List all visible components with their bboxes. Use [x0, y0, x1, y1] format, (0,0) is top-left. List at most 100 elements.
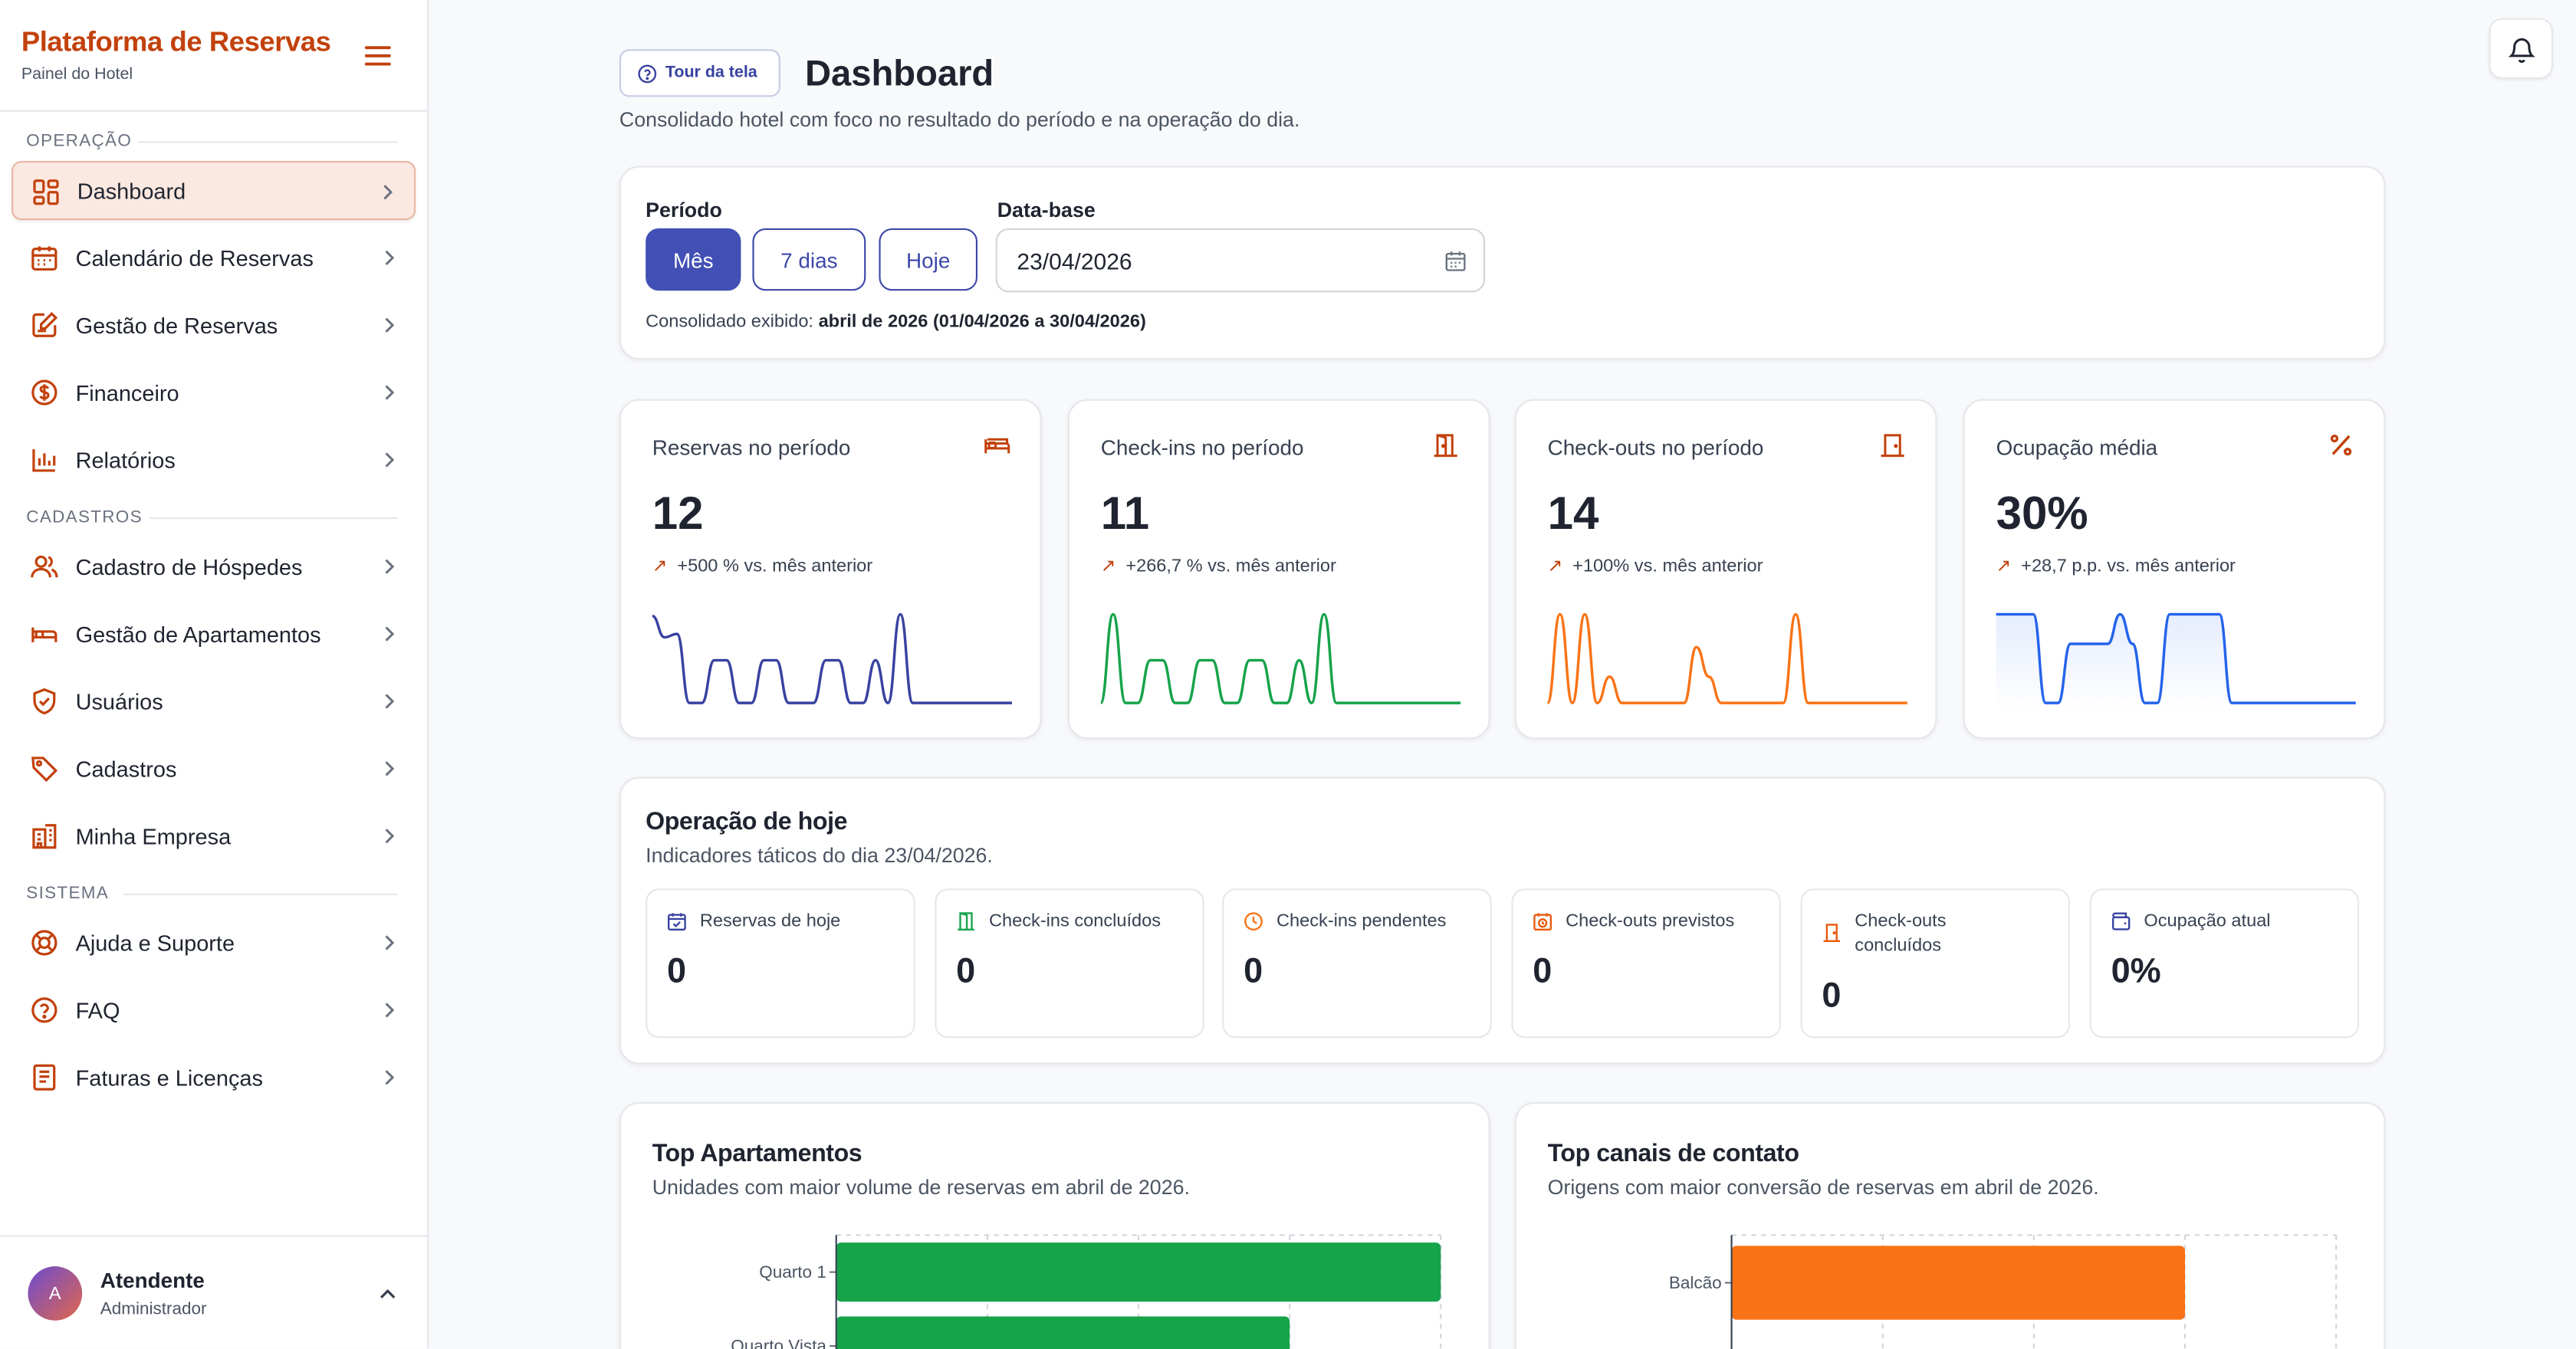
kpi-trend: ↗ +266,7 % vs. mês anterior	[1101, 555, 1336, 576]
chevron-right-icon	[385, 626, 395, 642]
notifications-button[interactable]	[2489, 18, 2553, 79]
calendar-icon[interactable]	[1444, 250, 1467, 273]
calendar-clock-icon	[1533, 913, 1552, 931]
shield-check-icon	[33, 688, 56, 715]
date-base-input[interactable]: 23/04/2026	[995, 228, 1486, 293]
chevron-right-icon	[385, 1070, 395, 1085]
calendar-check-icon	[667, 913, 686, 931]
category-label: Balcão	[1669, 1273, 1722, 1292]
today-reservas: Reservas de hoje 0	[646, 888, 915, 1039]
kpi-title: Check-outs no período	[1547, 435, 1764, 460]
bar-balcão	[1731, 1246, 2185, 1320]
sidebar-item-apartamentos[interactable]: Gestão de Apartamentos	[12, 605, 416, 664]
today-subtitle: Indicadores táticos do dia 23/04/2026.	[646, 844, 993, 868]
tag-icon	[31, 757, 58, 783]
today-item-value: 0	[1822, 977, 1842, 1016]
sidebar-item-label: Cadastros	[75, 756, 177, 781]
sidebar-divider	[0, 110, 429, 112]
kpi-card-reservas: Reservas no período 12 ↗ +500 % vs. mês a…	[619, 399, 1042, 740]
user-role: Administrador	[100, 1299, 207, 1319]
kpi-trend-text: +100% vs. mês anterior	[1572, 556, 1763, 577]
door-closed-icon	[1823, 924, 1840, 943]
sidebar-item-ajuda[interactable]: Ajuda e Suporte	[12, 913, 416, 972]
top-channels-subtitle: Origens com maior conversão de reservas …	[1547, 1176, 2099, 1200]
today-item-label: Check-ins concluídos	[989, 911, 1162, 931]
chevron-right-icon	[385, 250, 395, 266]
tour-button[interactable]: Tour da tela	[619, 49, 780, 97]
category-label: Quarto 1	[759, 1262, 826, 1282]
sidebar-item-gestao-reservas[interactable]: Gestão de Reservas	[12, 296, 416, 355]
chevron-right-icon	[385, 694, 395, 709]
percent-icon	[2330, 434, 2352, 456]
brand-subtitle: Painel do Hotel	[21, 65, 133, 84]
building-icon	[32, 824, 57, 849]
chevron-right-icon	[385, 829, 395, 844]
invoice-icon	[33, 1064, 56, 1091]
period-option-7-dias[interactable]: 7 dias	[752, 228, 866, 291]
sidebar-item-faq[interactable]: FAQ	[12, 980, 416, 1039]
kpi-trend-text: +28,7 p.p. vs. mês anterior	[2021, 556, 2236, 577]
date-base-value: 23/04/2026	[1017, 248, 1132, 274]
today-item-label: Ocupação atual	[2144, 911, 2271, 931]
sparkline	[652, 612, 1012, 704]
sidebar-item-minha-empresa[interactable]: Minha Empresa	[12, 806, 416, 865]
today-item-value: 0	[667, 952, 687, 991]
kpi-value: 14	[1547, 487, 1599, 539]
today-title: Operação de hoje	[646, 808, 848, 836]
top-apartments-chart: Quarto 1 Quarto Vista	[731, 1234, 1442, 1349]
today-ocupacao-atual: Ocupação atual 0%	[2089, 888, 2360, 1039]
sidebar-item-label: Gestão de Reservas	[75, 313, 278, 338]
calendar-icon	[31, 246, 58, 271]
top-apartments-card: Top Apartamentos Unidades com maior volu…	[619, 1101, 1490, 1349]
question-circle-icon	[31, 997, 58, 1023]
sidebar-item-calendario[interactable]: Calendário de Reservas	[12, 228, 416, 287]
bell-icon	[2509, 38, 2535, 63]
door-open-icon	[1434, 434, 1457, 458]
sidebar-item-relatorios[interactable]: Relatórios	[12, 430, 416, 489]
sidebar-item-label: FAQ	[75, 997, 120, 1022]
sidebar-item-label: Minha Empresa	[75, 823, 232, 848]
user-profile-menu[interactable]: A Atendente Administrador	[0, 1235, 429, 1348]
section-divider	[123, 893, 398, 895]
today-item-label: Reservas de hoje	[699, 911, 841, 931]
kpi-card-checkouts: Check-outs no período 14 ↗ +100% vs. mês …	[1514, 399, 1937, 740]
consolidated-prefix: Consolidado exibido:	[646, 312, 814, 332]
sidebar-item-faturas[interactable]: Faturas e Licenças	[12, 1048, 416, 1107]
hamburger-menu-icon[interactable]	[363, 43, 393, 69]
period-option-hoje[interactable]: Hoje	[879, 228, 978, 291]
sidebar-item-label: Ajuda e Suporte	[75, 930, 235, 956]
sparkline	[1100, 612, 1460, 704]
sidebar-item-dashboard[interactable]: Dashboard	[12, 161, 416, 221]
wallet-icon	[2111, 912, 2131, 931]
trend-up-arrow-icon: ↗	[1996, 556, 2012, 577]
today-item-value: 0%	[2111, 952, 2161, 991]
sidebar-item-hospedes[interactable]: Cadastro de Hóspedes	[12, 537, 416, 596]
period-option-mes[interactable]: Mês	[646, 228, 741, 291]
user-name: Atendente	[100, 1268, 205, 1293]
chevron-right-icon	[385, 559, 395, 574]
bar-chart-icon	[32, 449, 56, 472]
bed-icon	[31, 627, 58, 642]
today-item-value: 0	[1244, 952, 1263, 991]
sidebar-item-financeiro[interactable]: Financeiro	[12, 363, 416, 422]
sidebar-item-usuarios[interactable]: Usuários	[12, 671, 416, 730]
sidebar-item-label: Gestão de Apartamentos	[75, 622, 321, 647]
today-checkins-pendentes: Check-ins pendentes 0	[1222, 888, 1492, 1039]
chevron-right-icon	[385, 761, 395, 776]
section-label-sistema: SISTEMA	[26, 883, 110, 904]
kpi-title: Reservas no período	[652, 435, 851, 460]
chevron-up-icon	[380, 1289, 396, 1298]
sidebar-item-label: Relatórios	[75, 447, 176, 473]
door-open-icon	[958, 912, 974, 931]
kpi-value: 12	[652, 487, 704, 539]
period-label: Período	[646, 199, 722, 222]
sparkline-area	[1996, 614, 2356, 710]
consolidated-range: Consolidado exibido: abril de 2026 (01/0…	[646, 312, 1146, 332]
edit-list-icon	[32, 312, 58, 337]
sparkline-series	[1547, 612, 1907, 704]
sparkline-series	[1100, 612, 1460, 704]
sidebar-item-cadastros[interactable]: Cadastros	[12, 739, 416, 798]
section-divider	[138, 141, 398, 143]
door-closed-icon	[1881, 434, 1904, 458]
today-item-label: Check-ins pendentes	[1276, 911, 1447, 931]
